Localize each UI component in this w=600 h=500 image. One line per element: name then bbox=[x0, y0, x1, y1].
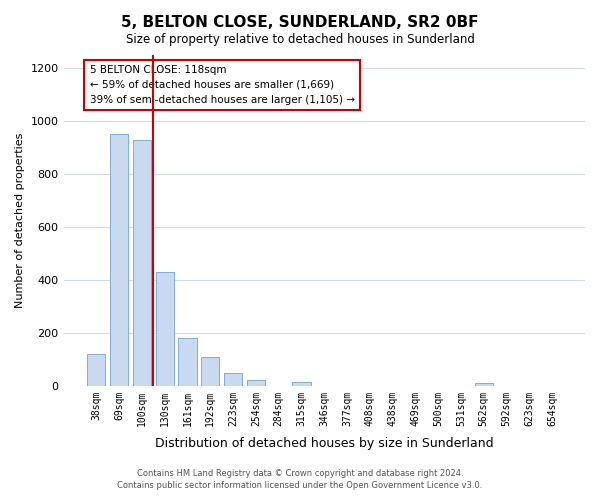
Bar bbox=[201, 356, 220, 386]
Bar bbox=[178, 338, 197, 386]
Bar bbox=[155, 272, 174, 386]
Bar bbox=[292, 382, 311, 386]
Bar bbox=[247, 380, 265, 386]
Bar bbox=[133, 140, 151, 386]
Text: 5, BELTON CLOSE, SUNDERLAND, SR2 0BF: 5, BELTON CLOSE, SUNDERLAND, SR2 0BF bbox=[121, 15, 479, 30]
Bar bbox=[475, 383, 493, 386]
Y-axis label: Number of detached properties: Number of detached properties bbox=[15, 132, 25, 308]
Bar bbox=[87, 354, 106, 386]
Text: Contains HM Land Registry data © Crown copyright and database right 2024.
Contai: Contains HM Land Registry data © Crown c… bbox=[118, 468, 482, 490]
Bar bbox=[224, 374, 242, 386]
Bar bbox=[110, 134, 128, 386]
Text: Size of property relative to detached houses in Sunderland: Size of property relative to detached ho… bbox=[125, 32, 475, 46]
Text: 5 BELTON CLOSE: 118sqm
← 59% of detached houses are smaller (1,669)
39% of semi-: 5 BELTON CLOSE: 118sqm ← 59% of detached… bbox=[89, 65, 355, 104]
X-axis label: Distribution of detached houses by size in Sunderland: Distribution of detached houses by size … bbox=[155, 437, 494, 450]
